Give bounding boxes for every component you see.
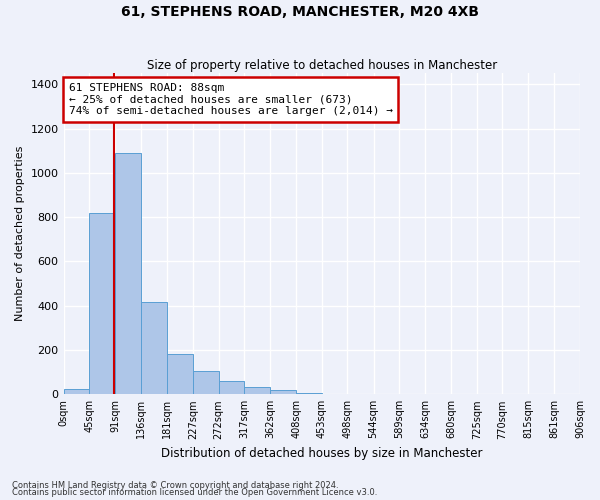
Bar bbox=[115, 153, 141, 394]
Bar bbox=[89, 212, 115, 394]
Text: Contains public sector information licensed under the Open Government Licence v3: Contains public sector information licen… bbox=[12, 488, 377, 497]
Y-axis label: Number of detached properties: Number of detached properties bbox=[15, 146, 25, 322]
Bar bbox=[244, 386, 270, 394]
Bar bbox=[167, 354, 193, 395]
Bar bbox=[218, 382, 244, 394]
Bar bbox=[64, 389, 89, 394]
X-axis label: Distribution of detached houses by size in Manchester: Distribution of detached houses by size … bbox=[161, 447, 482, 460]
Title: Size of property relative to detached houses in Manchester: Size of property relative to detached ho… bbox=[146, 59, 497, 72]
Text: 61, STEPHENS ROAD, MANCHESTER, M20 4XB: 61, STEPHENS ROAD, MANCHESTER, M20 4XB bbox=[121, 5, 479, 19]
Text: Contains HM Land Registry data © Crown copyright and database right 2024.: Contains HM Land Registry data © Crown c… bbox=[12, 480, 338, 490]
Bar bbox=[141, 302, 167, 394]
Text: 61 STEPHENS ROAD: 88sqm
← 25% of detached houses are smaller (673)
74% of semi-d: 61 STEPHENS ROAD: 88sqm ← 25% of detache… bbox=[69, 83, 393, 116]
Bar bbox=[193, 371, 218, 394]
Bar bbox=[296, 392, 322, 394]
Bar bbox=[270, 390, 296, 394]
